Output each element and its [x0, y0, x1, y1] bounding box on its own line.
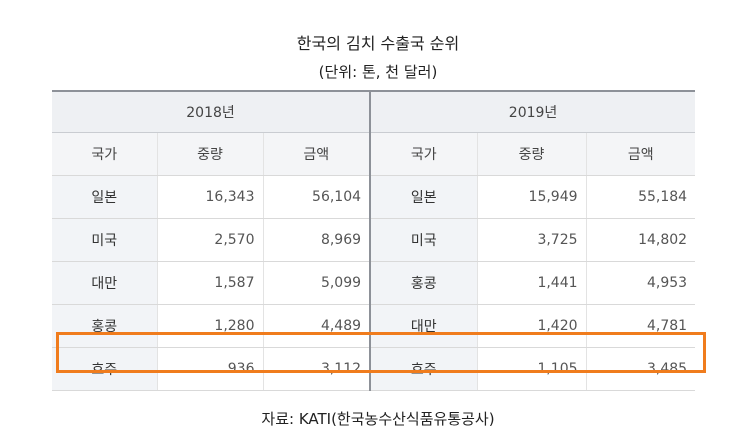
amount-cell: 4,953 [586, 261, 696, 305]
weight-cell: 1,280 [157, 304, 264, 348]
country-cell: 일본 [370, 175, 478, 219]
weight-cell: 1,105 [477, 347, 587, 391]
amount-cell: 4,489 [263, 304, 372, 348]
col-header-amount: 금액 [586, 132, 696, 176]
table-title: 한국의 김치 수출국 순위 [296, 34, 460, 53]
col-header-weight: 중량 [157, 132, 264, 176]
year-header-2018: 2018년 [52, 90, 372, 133]
weight-cell: 2,570 [157, 218, 264, 262]
country-cell: 대만 [370, 304, 478, 348]
weight-cell: 1,420 [477, 304, 587, 348]
country-cell: 미국 [370, 218, 478, 262]
year-header-2019: 2019년 [370, 90, 696, 133]
col-header-country: 국가 [370, 132, 478, 176]
weight-cell: 3,725 [477, 218, 587, 262]
weight-cell: 1,441 [477, 261, 587, 305]
table-row: 대만 1,587 5,099 홍콩 1,441 4,953 [52, 261, 696, 305]
kimchi-export-table: 2018년 2019년 국가 중량 금액 국가 중량 금액 일본 16,343 … [52, 90, 696, 391]
weight-cell: 15,949 [477, 175, 587, 219]
col-header-country: 국가 [52, 132, 158, 176]
country-cell: 홍콩 [52, 304, 158, 348]
weight-cell: 936 [157, 347, 264, 391]
source-caption: 자료: KATI(한국농수산식품유통공사) [261, 410, 495, 428]
weight-cell: 16,343 [157, 175, 264, 219]
amount-cell: 5,099 [263, 261, 372, 305]
country-cell: 호주 [370, 347, 478, 391]
year-header-row: 2018년 2019년 [52, 90, 696, 133]
weight-cell: 1,587 [157, 261, 264, 305]
country-cell: 일본 [52, 175, 158, 219]
amount-cell: 55,184 [586, 175, 696, 219]
amount-cell: 14,802 [586, 218, 696, 262]
amount-cell: 8,969 [263, 218, 372, 262]
column-header-row: 국가 중량 금액 국가 중량 금액 [52, 132, 696, 176]
unit-caption: (단위: 톤, 천 달러) [318, 63, 438, 81]
amount-cell: 3,485 [586, 347, 696, 391]
amount-cell: 3,112 [263, 347, 372, 391]
col-header-amount: 금액 [263, 132, 372, 176]
col-header-weight: 중량 [477, 132, 587, 176]
table-row: 일본 16,343 56,104 일본 15,949 55,184 [52, 175, 696, 219]
country-cell: 미국 [52, 218, 158, 262]
amount-cell: 56,104 [263, 175, 372, 219]
table-row: 미국 2,570 8,969 미국 3,725 14,802 [52, 218, 696, 262]
country-cell: 대만 [52, 261, 158, 305]
table-row-highlighted: 호주 936 3,112 호주 1,105 3,485 [52, 347, 696, 391]
amount-cell: 4,781 [586, 304, 696, 348]
country-cell: 홍콩 [370, 261, 478, 305]
table-row: 홍콩 1,280 4,489 대만 1,420 4,781 [52, 304, 696, 348]
country-cell: 호주 [52, 347, 158, 391]
